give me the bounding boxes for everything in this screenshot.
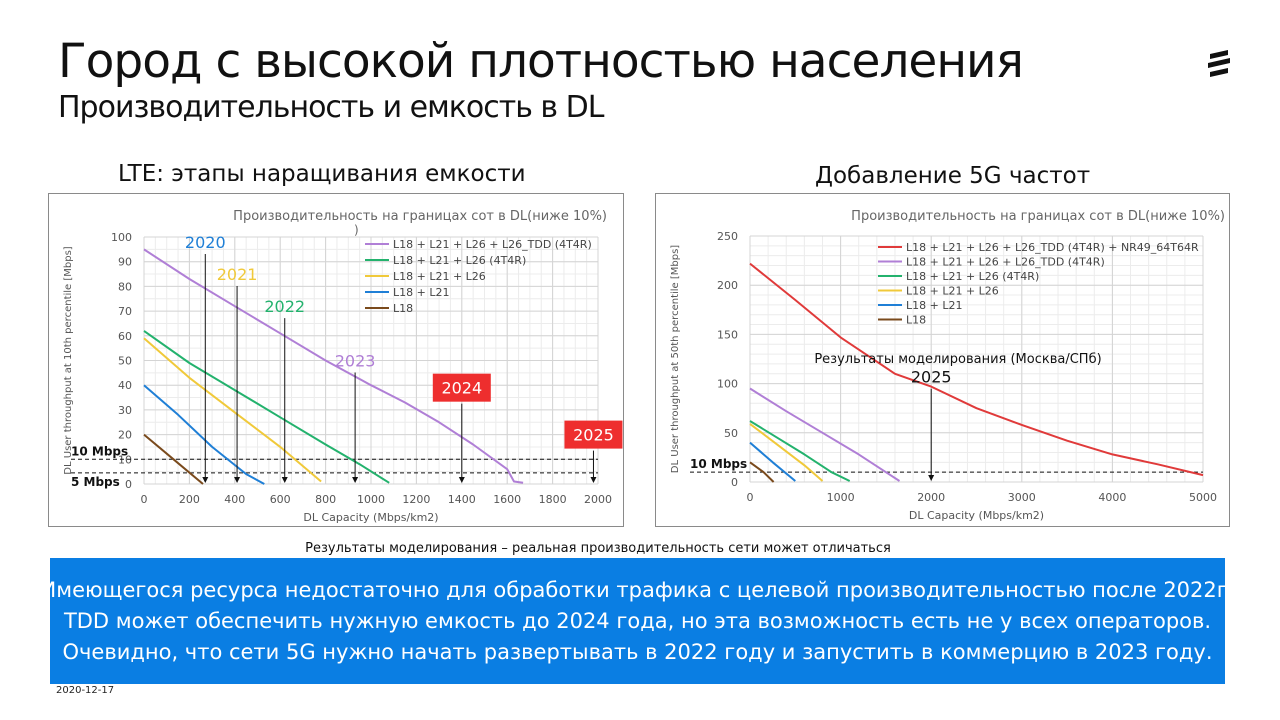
series-line xyxy=(749,423,824,482)
y-tick-label: 90 xyxy=(118,256,132,269)
threshold-label: 10 Mbps xyxy=(690,457,747,471)
series-line xyxy=(143,337,322,483)
y-tick-label: 100 xyxy=(111,231,132,244)
x-tick-label: 1800 xyxy=(539,493,567,506)
legend-entry: L18 + L21 + L26 (4T4R) xyxy=(906,270,1039,283)
x-tick-label: 400 xyxy=(224,493,245,506)
threshold-label: 10 Mbps xyxy=(71,444,128,458)
x-axis-label: DL Capacity (Mbps/km2) xyxy=(303,511,438,524)
y-tick-label: 50 xyxy=(118,355,132,368)
year-label: 2025 xyxy=(911,368,952,387)
right-chart-heading: Добавление 5G частот xyxy=(815,163,1091,189)
x-tick-label: 0 xyxy=(141,493,148,506)
series-line xyxy=(749,387,901,482)
x-tick-label: 800 xyxy=(315,493,336,506)
x-tick-label: 1200 xyxy=(402,493,430,506)
threshold-label: 5 Mbps xyxy=(71,475,120,489)
slide-subtitle: Производительность и емкость в DL xyxy=(58,90,604,125)
year-arrowhead xyxy=(590,477,597,483)
year-arrowhead xyxy=(928,475,935,481)
left-chart-frame: 0 200 400 600 800 1000 1200 1400 1600 1800 2000 0 10… xyxy=(48,193,624,527)
series-line xyxy=(143,330,390,484)
y-tick-label: 150 xyxy=(717,328,738,341)
series-line xyxy=(749,461,775,483)
chart-title: Производительность на границах сот в DL(… xyxy=(233,209,607,224)
y-tick-label: 80 xyxy=(118,280,132,293)
lte-capacity-chart: 0 200 400 600 800 1000 1200 1400 1600 1800 2000 0 10… xyxy=(63,209,623,524)
y-tick-label: 70 xyxy=(118,305,132,318)
y-axis-label: DL User throughput at 10th percentile [M… xyxy=(63,246,74,475)
legend-entry: L18 + L21 + L26 + L26_TDD (4T4R) + NR49_… xyxy=(906,241,1199,254)
chart-title-tail: ) xyxy=(354,223,359,237)
year-arrowhead xyxy=(202,477,209,483)
legend-entry: L18 xyxy=(393,302,413,315)
slide-title: Город с высокой плотностью населения xyxy=(58,34,1024,89)
series-line xyxy=(143,248,524,484)
year-badge xyxy=(432,373,491,402)
year-badge xyxy=(564,420,623,449)
y-tick-label: 60 xyxy=(118,330,132,343)
x-tick-label: 3000 xyxy=(1008,491,1036,504)
series-line xyxy=(143,433,204,485)
year-label: 2023 xyxy=(335,352,376,371)
y-tick-label: 40 xyxy=(118,379,132,392)
y-tick-label: 50 xyxy=(724,427,738,440)
x-tick-label: 1000 xyxy=(827,491,855,504)
year-arrowhead xyxy=(352,477,359,483)
x-tick-label: 2000 xyxy=(584,493,612,506)
x-tick-label: 2000 xyxy=(917,491,945,504)
legend-entry: L18 + L21 xyxy=(393,286,449,299)
y-tick-label: 10 xyxy=(118,453,132,466)
year-arrowhead xyxy=(458,477,465,483)
slide-date: 2020-12-17 xyxy=(56,685,115,696)
chart-annotation: Результаты моделирования (Москва/СПб) xyxy=(814,352,1101,367)
x-tick-label: 1000 xyxy=(357,493,385,506)
legend-entry: L18 + L21 + L26 xyxy=(906,285,999,298)
banner-line-3: Очевидно, что сети 5G нужно начать разве… xyxy=(62,639,1213,664)
year-label: 2021 xyxy=(217,265,258,284)
year-label: 2025 xyxy=(573,426,614,445)
year-arrowhead xyxy=(234,477,241,483)
conclusion-banner: Имеющегося ресурса недостаточно для обра… xyxy=(41,558,1234,684)
series-line xyxy=(143,384,265,485)
legend-entry: L18 + L21 xyxy=(906,299,962,312)
series-line xyxy=(749,420,851,482)
legend-entry: L18 + L21 + L26 xyxy=(393,270,486,283)
banner-line-2: TDD может обеспечить нужную емкость до 2… xyxy=(63,608,1212,633)
y-tick-label: 100 xyxy=(717,378,738,391)
x-tick-label: 0 xyxy=(747,491,754,504)
y-tick-label: 0 xyxy=(731,476,738,489)
legend-entry: L18 xyxy=(906,314,926,327)
year-label: 2024 xyxy=(441,379,482,398)
y-tick-label: 0 xyxy=(125,478,132,491)
year-arrowhead xyxy=(281,477,288,483)
y-tick-label: 20 xyxy=(118,429,132,442)
ericsson-logo-icon xyxy=(1208,50,1230,77)
x-tick-label: 4000 xyxy=(1098,491,1126,504)
chart-title: Производительность на границах сот в DL(… xyxy=(851,209,1225,224)
x-tick-label: 1400 xyxy=(448,493,476,506)
y-tick-label: 30 xyxy=(118,404,132,417)
simulation-note: Результаты моделирования – реальная прои… xyxy=(305,541,891,556)
legend-entry: L18 + L21 + L26 + L26_TDD (4T4R) xyxy=(393,238,592,251)
year-label: 2020 xyxy=(185,233,226,252)
x-tick-label: 5000 xyxy=(1189,491,1217,504)
5g-capacity-chart: 0 1000 2000 3000 4000 5000 0 50 100 150 200 250 DL C… xyxy=(670,209,1225,522)
series-line xyxy=(749,441,796,482)
right-chart-frame: 0 1000 2000 3000 4000 5000 0 50 100 150 200 250 DL C… xyxy=(655,193,1230,527)
x-tick-label: 1600 xyxy=(493,493,521,506)
y-tick-label: 250 xyxy=(717,230,738,243)
y-tick-label: 200 xyxy=(717,279,738,292)
left-chart-heading: LTE: этапы наращивания емкости xyxy=(118,161,526,187)
legend-entry: L18 + L21 + L26 (4T4R) xyxy=(393,254,526,267)
y-axis-label: DL User throughput at 50th percentile [M… xyxy=(670,245,681,474)
x-tick-label: 600 xyxy=(270,493,291,506)
x-tick-label: 200 xyxy=(179,493,200,506)
banner-line-1: Имеющегося ресурса недостаточно для обра… xyxy=(40,577,1235,602)
year-label: 2022 xyxy=(264,297,305,316)
legend-entry: L18 + L21 + L26 + L26_TDD (4T4R) xyxy=(906,256,1105,269)
series-line xyxy=(749,262,1204,477)
x-axis-label: DL Capacity (Mbps/km2) xyxy=(909,509,1044,522)
